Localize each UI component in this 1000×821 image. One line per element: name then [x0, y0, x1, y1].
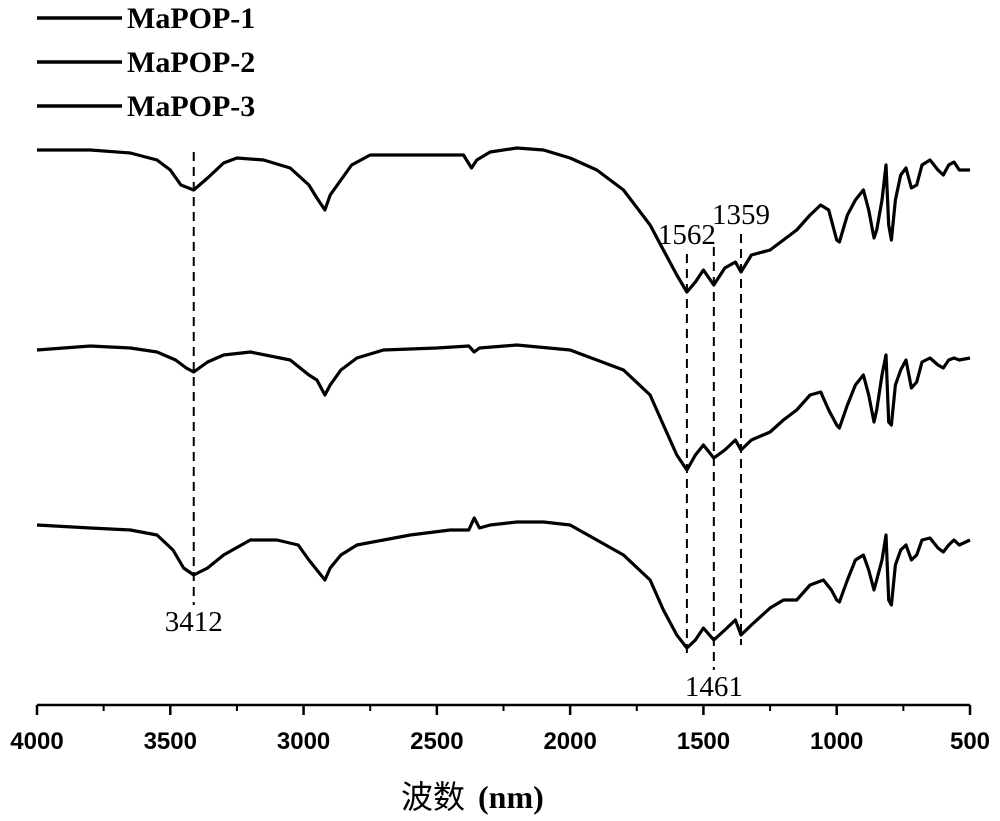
- legend-label-3: MaPOP-3: [127, 90, 255, 123]
- annotation-label-1562: 1562: [658, 219, 716, 251]
- x-tick-label: 1500: [677, 728, 730, 755]
- annotations: 3412 1562 1461 1359: [165, 152, 770, 703]
- series-curves: [37, 148, 970, 648]
- x-axis-title-main: 波数: [401, 778, 465, 816]
- x-tick-label: 4000: [10, 728, 63, 755]
- annotation-label-3412: 3412: [165, 606, 223, 638]
- x-tick-label: 3000: [277, 728, 330, 755]
- annotation-label-1359: 1359: [712, 199, 770, 231]
- x-axis-title-unit: (nm): [478, 779, 544, 815]
- x-tick-label: 500: [950, 728, 990, 755]
- series-line-1: [37, 148, 970, 292]
- series-line-2: [37, 345, 970, 470]
- annotation-label-1461: 1461: [685, 671, 743, 703]
- x-tick-label: 2000: [543, 728, 596, 755]
- legend-label-1: MaPOP-1: [127, 2, 255, 35]
- legend: MaPOP-1 MaPOP-2 MaPOP-3: [37, 2, 255, 123]
- x-tick-label: 3500: [144, 728, 197, 755]
- legend-label-2: MaPOP-2: [127, 46, 255, 79]
- x-axis: 4000 3500 3000 2500 2000 1500 1000 500: [10, 705, 990, 755]
- x-tick-label: 1000: [810, 728, 863, 755]
- x-tick-label: 2500: [410, 728, 463, 755]
